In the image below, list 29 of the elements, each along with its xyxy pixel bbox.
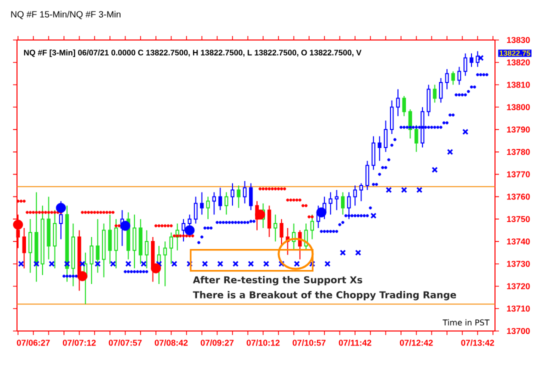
chart-title: NQ #F 15-Min/NQ #F 3-Min: [11, 10, 120, 20]
y-tick-label: 13810: [507, 82, 530, 88]
x-tick-label: 07/09:27: [200, 340, 234, 346]
y-tick-label: 13740: [507, 238, 530, 244]
y-tick-label: 13710: [507, 306, 530, 312]
x-tick-label: 07/07:57: [108, 340, 142, 346]
text: NQ #F [3-Min] 06/07/21 0.0000 C 13822.7500, H 13822.7500, L 13822.7500, O 13822.7500, V: [24, 50, 362, 57]
y-tick-label: 13730: [507, 260, 530, 267]
y-tick-label: 13800: [507, 104, 530, 110]
annotation: Time in PST: [442, 319, 490, 326]
y-tick-label: 13700: [507, 328, 530, 334]
x-tick-label: 07/06:27: [16, 340, 50, 346]
x-tick-label: 07/13:42: [461, 340, 494, 346]
annotation: There is a Breakout of the Choppy Trading Range: [192, 291, 456, 300]
x-tick-label: 07/10:57: [292, 340, 326, 346]
y-tick-label: 13780: [507, 148, 530, 155]
y-tick-label: 13750: [507, 216, 530, 222]
y-tick-label: 13770: [507, 171, 530, 178]
y-tick-label: 13790: [507, 126, 530, 133]
y-tick-label: 13830: [507, 36, 530, 44]
x-tick-label: 07/08:42: [154, 340, 188, 346]
x-tick-label: 07/10:12: [246, 340, 280, 346]
y-tick-label: 13720: [507, 283, 530, 290]
x-tick-label: 07/11:42: [338, 340, 372, 346]
x-tick-label: 07/07:12: [62, 340, 96, 346]
y-tick-label: 13820: [507, 59, 530, 66]
annotation: After Re-testing the Support Xs: [192, 276, 362, 286]
x-tick-label: 07/12:42: [400, 340, 433, 346]
y-tick-label: 13760: [507, 194, 530, 200]
